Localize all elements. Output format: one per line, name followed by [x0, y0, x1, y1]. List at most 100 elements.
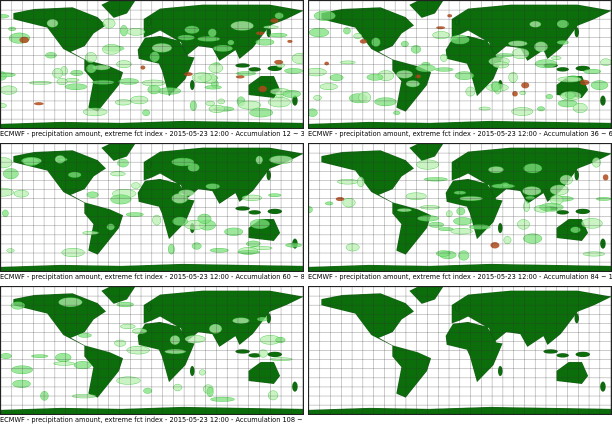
- precip-area: [453, 217, 473, 226]
- precip-area: [309, 206, 313, 214]
- precip-area: [82, 107, 108, 117]
- precip-area: [46, 19, 59, 28]
- precip-area: [285, 242, 302, 248]
- precip-area: [131, 182, 141, 189]
- precip-area: [258, 349, 268, 358]
- extreme-area: [287, 39, 293, 43]
- precip-area: [55, 353, 72, 362]
- precip-area: [224, 227, 244, 236]
- precip-area: [495, 53, 514, 58]
- precip-area: [549, 184, 569, 196]
- map: [0, 286, 304, 415]
- precip-area: [2, 168, 19, 180]
- precip-area: [142, 109, 151, 117]
- precip-area: [84, 52, 97, 63]
- precip-area: [415, 64, 436, 72]
- precip-area: [125, 212, 144, 217]
- precip-area: [2, 209, 9, 218]
- precip-area: [313, 10, 336, 21]
- precip-area: [152, 214, 162, 226]
- precip-area: [432, 31, 450, 40]
- precip-area: [249, 219, 270, 229]
- precip-area: [456, 207, 466, 216]
- precip-area: [591, 157, 601, 168]
- precip-area: [132, 328, 148, 334]
- precip-area: [519, 90, 527, 96]
- map: [308, 143, 612, 272]
- precip-area: [269, 32, 288, 38]
- precip-area: [171, 157, 195, 167]
- precip-area: [130, 95, 149, 105]
- extreme-area: [19, 36, 30, 44]
- precip-area: [358, 91, 371, 104]
- precip-area: [313, 95, 322, 101]
- precip-area: [342, 197, 356, 208]
- precip-area: [446, 210, 453, 218]
- precip-area: [70, 70, 84, 76]
- extreme-area: [359, 39, 368, 44]
- precip-area: [559, 174, 573, 185]
- precip-area: [539, 202, 564, 212]
- precip-area: [208, 104, 226, 113]
- precip-area: [184, 335, 206, 343]
- precip-area: [6, 248, 15, 253]
- precip-area: [110, 171, 126, 177]
- precip-area: [1, 14, 10, 19]
- precip-area: [114, 99, 132, 106]
- precip-area: [319, 83, 338, 90]
- precip-area: [241, 194, 263, 201]
- extreme-area: [235, 75, 245, 79]
- map-panel: [308, 286, 612, 425]
- precip-area: [488, 166, 504, 174]
- precip-area: [116, 376, 141, 385]
- precip-area: [582, 251, 605, 257]
- precip-area: [205, 183, 220, 190]
- precip-area: [68, 171, 82, 178]
- precip-area: [209, 323, 222, 334]
- precip-area: [53, 361, 75, 366]
- precip-area: [22, 157, 40, 166]
- precip-area: [227, 39, 235, 46]
- precip-area: [56, 78, 68, 86]
- precip-area: [556, 40, 569, 45]
- precip-area: [82, 231, 99, 235]
- extreme-area: [602, 174, 609, 181]
- precip-area: [255, 38, 275, 46]
- precip-area: [491, 81, 501, 92]
- extreme-area: [270, 18, 279, 23]
- precip-area: [454, 71, 474, 80]
- precip-area: [110, 194, 132, 205]
- precip-area: [400, 40, 409, 48]
- precip-area: [581, 218, 603, 229]
- precip-area: [440, 54, 448, 62]
- map: [308, 0, 612, 129]
- precip-area: [329, 74, 344, 82]
- extreme-area: [324, 61, 330, 66]
- precip-area: [157, 87, 182, 95]
- precip-area: [61, 248, 85, 257]
- precip-area: [570, 226, 581, 233]
- precip-area: [393, 110, 401, 115]
- precip-area: [478, 106, 491, 111]
- precip-area: [102, 18, 116, 29]
- precip-area: [119, 25, 128, 37]
- precip-area: [491, 183, 515, 189]
- precip-area: [114, 339, 127, 347]
- precip-area: [192, 72, 212, 83]
- precip-area: [205, 100, 216, 106]
- precip-area: [458, 250, 470, 261]
- precip-area: [450, 228, 473, 235]
- precip-area: [374, 97, 397, 107]
- map-caption: ECMWF - precipitation amount, extreme fc…: [308, 129, 612, 139]
- precip-area: [1, 85, 18, 95]
- precip-area: [423, 177, 448, 182]
- precip-area: [345, 243, 360, 252]
- extreme-area: [33, 102, 44, 106]
- precip-area: [120, 323, 136, 329]
- map-caption: ECMWF - precipitation amount, extreme fc…: [0, 272, 304, 282]
- precip-area: [590, 80, 609, 90]
- precip-area: [73, 361, 92, 370]
- precip-area: [511, 107, 534, 116]
- precip-area: [572, 103, 588, 113]
- precip-area: [11, 365, 33, 375]
